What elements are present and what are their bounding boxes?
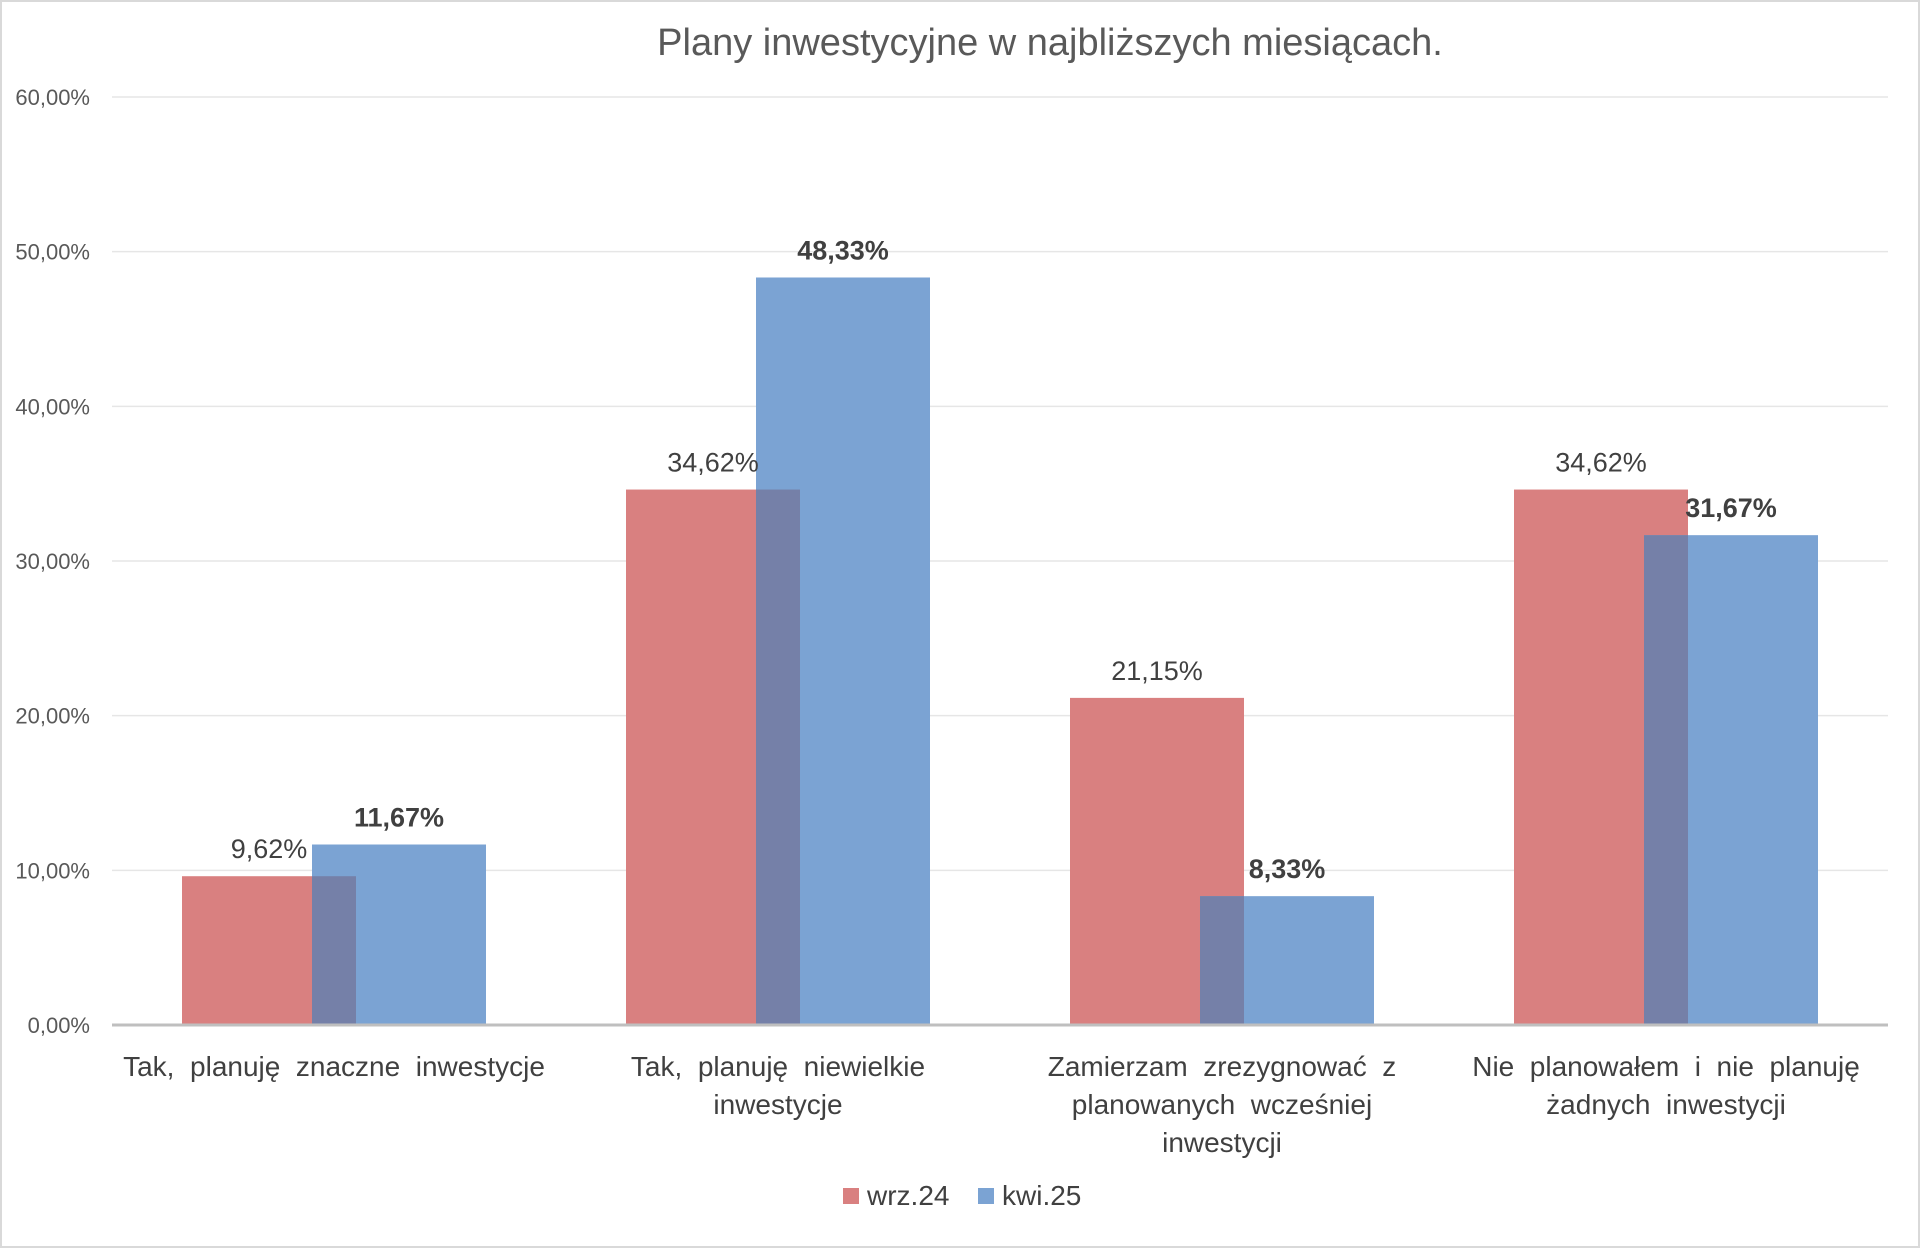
y-tick-label: 50,00%	[15, 240, 90, 265]
category-label: Tak, planuję niewielkie	[631, 1051, 925, 1082]
bars	[182, 277, 1818, 1026]
bar-overlap	[756, 489, 800, 1025]
y-tick-label: 10,00%	[15, 858, 90, 883]
legend-label: wrz.24	[866, 1180, 949, 1211]
category-label: Zamierzam zrezygnować z	[1048, 1051, 1397, 1082]
category-label: Tak, planuję znaczne inwestycje	[123, 1051, 545, 1082]
category-label: planowanych wcześniej	[1072, 1089, 1372, 1120]
legend-swatch	[843, 1188, 859, 1204]
category-label: żadnych inwestycji	[1546, 1089, 1786, 1120]
category-label: inwestycje	[713, 1089, 842, 1120]
data-label-kwi.25: 11,67%	[354, 803, 444, 833]
data-label-wrz.24: 34,62%	[1555, 448, 1647, 478]
bar-overlap	[312, 876, 356, 1025]
y-tick-label: 0,00%	[28, 1013, 90, 1038]
data-labels: 9,62% 11,67% 34,62% 48,33% 21,15% 8,33% 34,62%…	[231, 235, 1777, 884]
legend-swatch	[978, 1188, 994, 1204]
category-label: Nie planowałem i nie planuję	[1472, 1051, 1860, 1082]
y-tick-label: 20,00%	[15, 704, 90, 729]
data-label-kwi.25: 31,67%	[1685, 493, 1777, 523]
data-label-wrz.24: 21,15%	[1111, 656, 1203, 686]
y-tick-label: 60,00%	[15, 85, 90, 110]
legend-label: kwi.25	[1002, 1180, 1081, 1211]
bar-overlap	[1644, 535, 1688, 1025]
y-tick-label: 40,00%	[15, 394, 90, 419]
category-labels: Tak, planuję znaczne inwestycje Tak, plan…	[123, 1051, 1860, 1158]
data-label-kwi.25: 8,33%	[1249, 854, 1326, 884]
y-tick-label: 30,00%	[15, 549, 90, 574]
bar-overlap	[1200, 896, 1244, 1025]
data-label-wrz.24: 34,62%	[667, 448, 759, 478]
y-axis-ticks: 0,00% 10,00% 20,00% 30,00% 40,00% 50,00% 60,00…	[15, 85, 90, 1038]
data-label-wrz.24: 9,62%	[231, 834, 308, 864]
category-label: inwestycji	[1162, 1127, 1282, 1158]
data-label-kwi.25: 48,33%	[797, 235, 889, 265]
chart-title: Plany inwestycyjne w najbliższych miesią…	[657, 22, 1443, 64]
legend: wrz.24 kwi.25	[843, 1180, 1081, 1211]
